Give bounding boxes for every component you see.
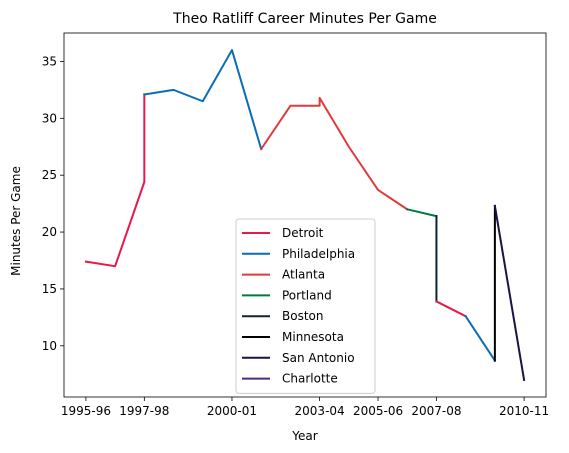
y-tick-label: 25	[42, 168, 57, 182]
series-line-1	[143, 49, 263, 151]
legend: Detroit Philadelphia Atlanta Portland Boston…	[235, 218, 376, 394]
legend-label: San Antonio	[282, 351, 355, 365]
legend-label: Philadelphia	[282, 247, 355, 261]
y-tick-label: 15	[42, 282, 57, 296]
y-axis-label: Minutes Per Game	[9, 166, 23, 276]
chart-title: Theo Ratliff Career Minutes Per Game	[172, 11, 437, 27]
axes-frame	[63, 32, 547, 398]
series-line-5	[435, 300, 468, 318]
x-tick-label: 1997-98	[119, 404, 169, 418]
y-tick-label: 20	[42, 225, 57, 239]
series-line-3	[406, 208, 438, 218]
y-tick-label: 10	[42, 339, 57, 353]
series-line-8	[493, 204, 526, 382]
x-tick-label: 2007-08	[411, 404, 461, 418]
series-line-2	[259, 96, 409, 211]
y-tick-label: 35	[42, 54, 57, 68]
legend-label: Portland	[282, 288, 332, 302]
legend-label: Atlanta	[282, 268, 325, 282]
x-tick-label: 2000-01	[207, 404, 257, 418]
legend-label: Boston	[282, 309, 323, 323]
x-tick-label: 2010-11	[499, 404, 549, 418]
x-tick-label: 1995-96	[61, 404, 111, 418]
x-tick-label: 2005-06	[353, 404, 403, 418]
x-axis-label: Year	[291, 429, 317, 443]
series-line-0	[84, 93, 146, 268]
x-tick-label: 2003-04	[295, 404, 345, 418]
plot-area: 1995-96 1997-98 2000-01 2003-04 2005-06 2007-…	[42, 32, 549, 418]
y-tick-label: 30	[42, 111, 57, 125]
legend-label: Minnesota	[282, 330, 344, 344]
series-line-6	[464, 314, 497, 362]
legend-label: Detroit	[282, 226, 324, 240]
legend-label: Charlotte	[282, 372, 338, 386]
legend-box	[235, 218, 376, 394]
